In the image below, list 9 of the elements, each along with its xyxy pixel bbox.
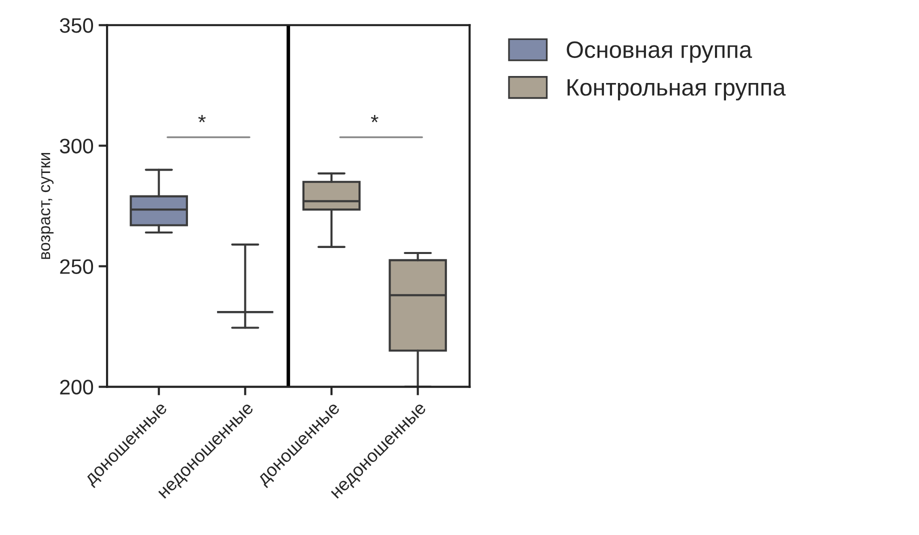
y-tick-label: 300 [60,138,94,154]
legend-label: Контрольная группа [568,79,786,100]
y-tick-label: 200 [60,380,94,395]
y-axis-title: возраст, сутки [41,153,54,259]
annotation: * [370,114,378,122]
y-tick-label: 350 [60,18,94,33]
legend-label: Основная группа [566,41,752,63]
y-tick-label: 250 [60,259,94,274]
annotation: * [198,114,206,122]
